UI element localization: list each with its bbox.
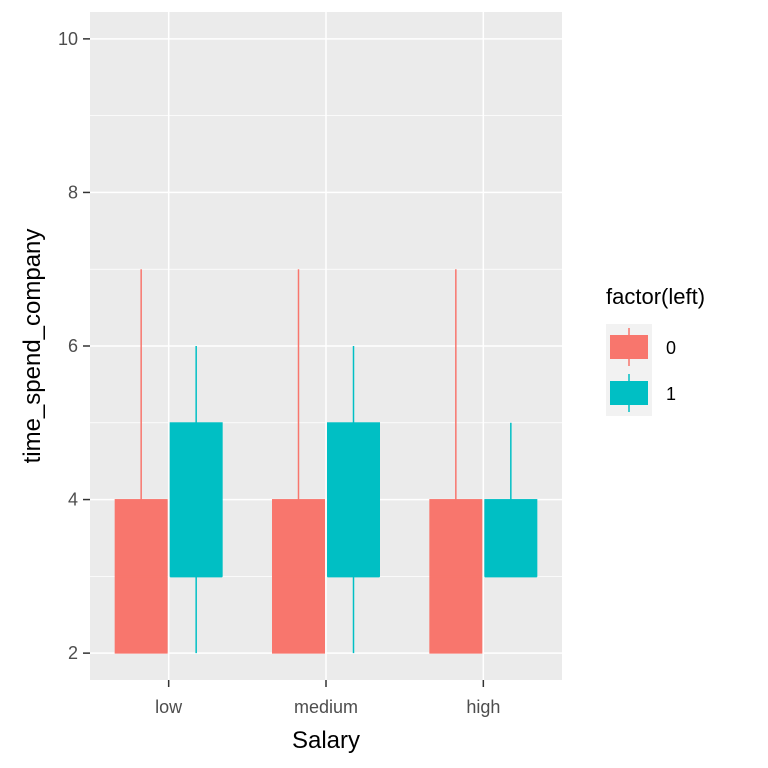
- x-axis: low medium high: [155, 680, 500, 717]
- legend-label: 0: [666, 338, 676, 358]
- y-tick-label: 6: [68, 336, 78, 356]
- box-high-1: [484, 422, 538, 578]
- y-axis: 2 4 6 8 10: [58, 29, 90, 663]
- x-tick-label: medium: [294, 697, 358, 717]
- y-tick-label: 4: [68, 490, 78, 510]
- box-body: [484, 499, 538, 577]
- y-tick-label: 8: [68, 182, 78, 202]
- box-medium-1: [327, 346, 380, 654]
- x-tick-label: low: [155, 697, 183, 717]
- boxes: [114, 269, 538, 654]
- legend-item-0: 0: [606, 324, 676, 370]
- box-low-0: [114, 269, 168, 654]
- grid-major: [90, 12, 562, 680]
- legend-title: factor(left): [606, 284, 705, 309]
- box-medium-0: [272, 269, 325, 654]
- box-high-0: [429, 269, 483, 654]
- box-body: [169, 422, 223, 577]
- x-tick-label: high: [466, 697, 500, 717]
- box-low-1: [169, 346, 223, 654]
- y-tick-label: 2: [68, 643, 78, 663]
- x-axis-title: Salary: [292, 727, 360, 754]
- y-tick-label: 10: [58, 29, 78, 49]
- y-axis-title: time_spend_company: [19, 229, 46, 464]
- legend-label: 1: [666, 384, 676, 404]
- legend-item-1: 1: [606, 370, 676, 416]
- legend: factor(left) 0 1: [606, 284, 705, 416]
- legend-key-swatch: [610, 335, 648, 359]
- legend-key-swatch: [610, 381, 648, 405]
- box-body: [327, 422, 380, 577]
